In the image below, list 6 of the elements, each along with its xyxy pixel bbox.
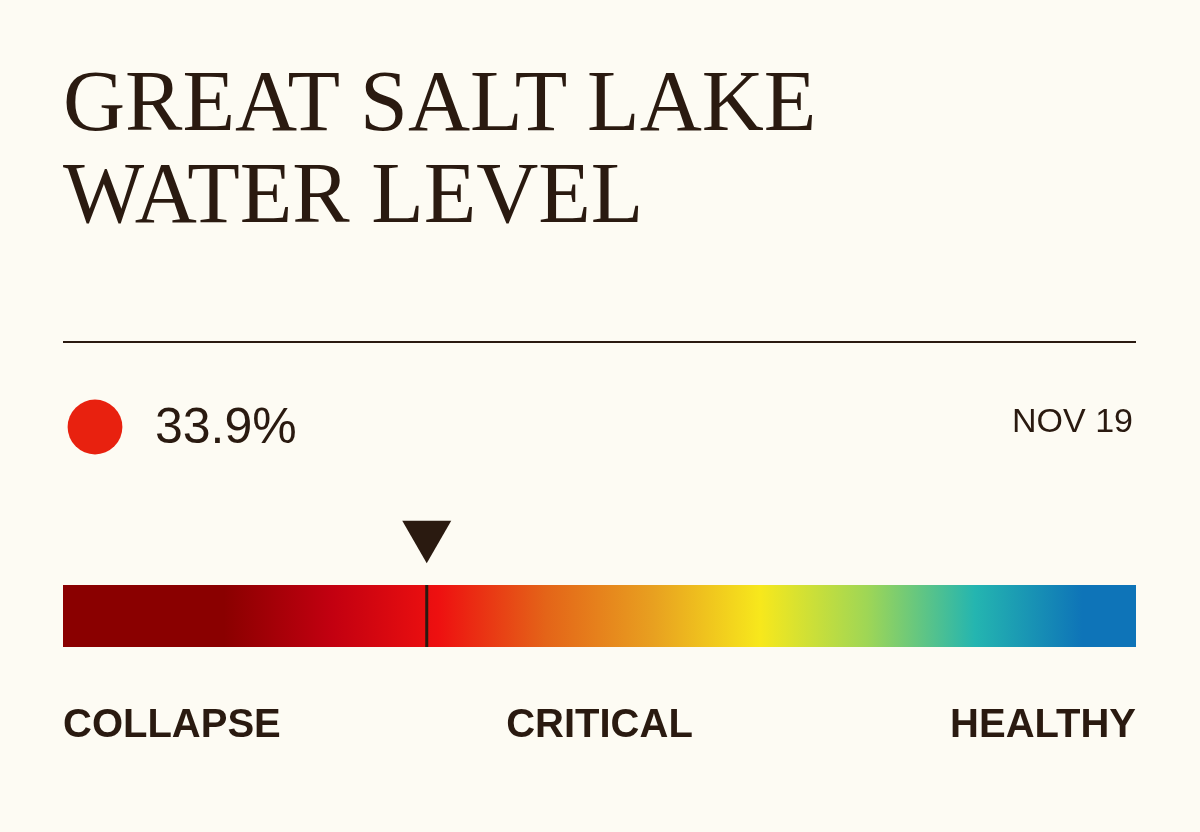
text: GREAT SALT LAKE WATER LEVEL (63, 53, 817, 241)
data-label: 33.9% (155, 398, 297, 454)
text: HEALTHY (950, 701, 1137, 745)
text: COLLAPSE (63, 701, 281, 745)
text: NOV 19 (1012, 401, 1133, 439)
text: CRITICAL (506, 701, 693, 745)
